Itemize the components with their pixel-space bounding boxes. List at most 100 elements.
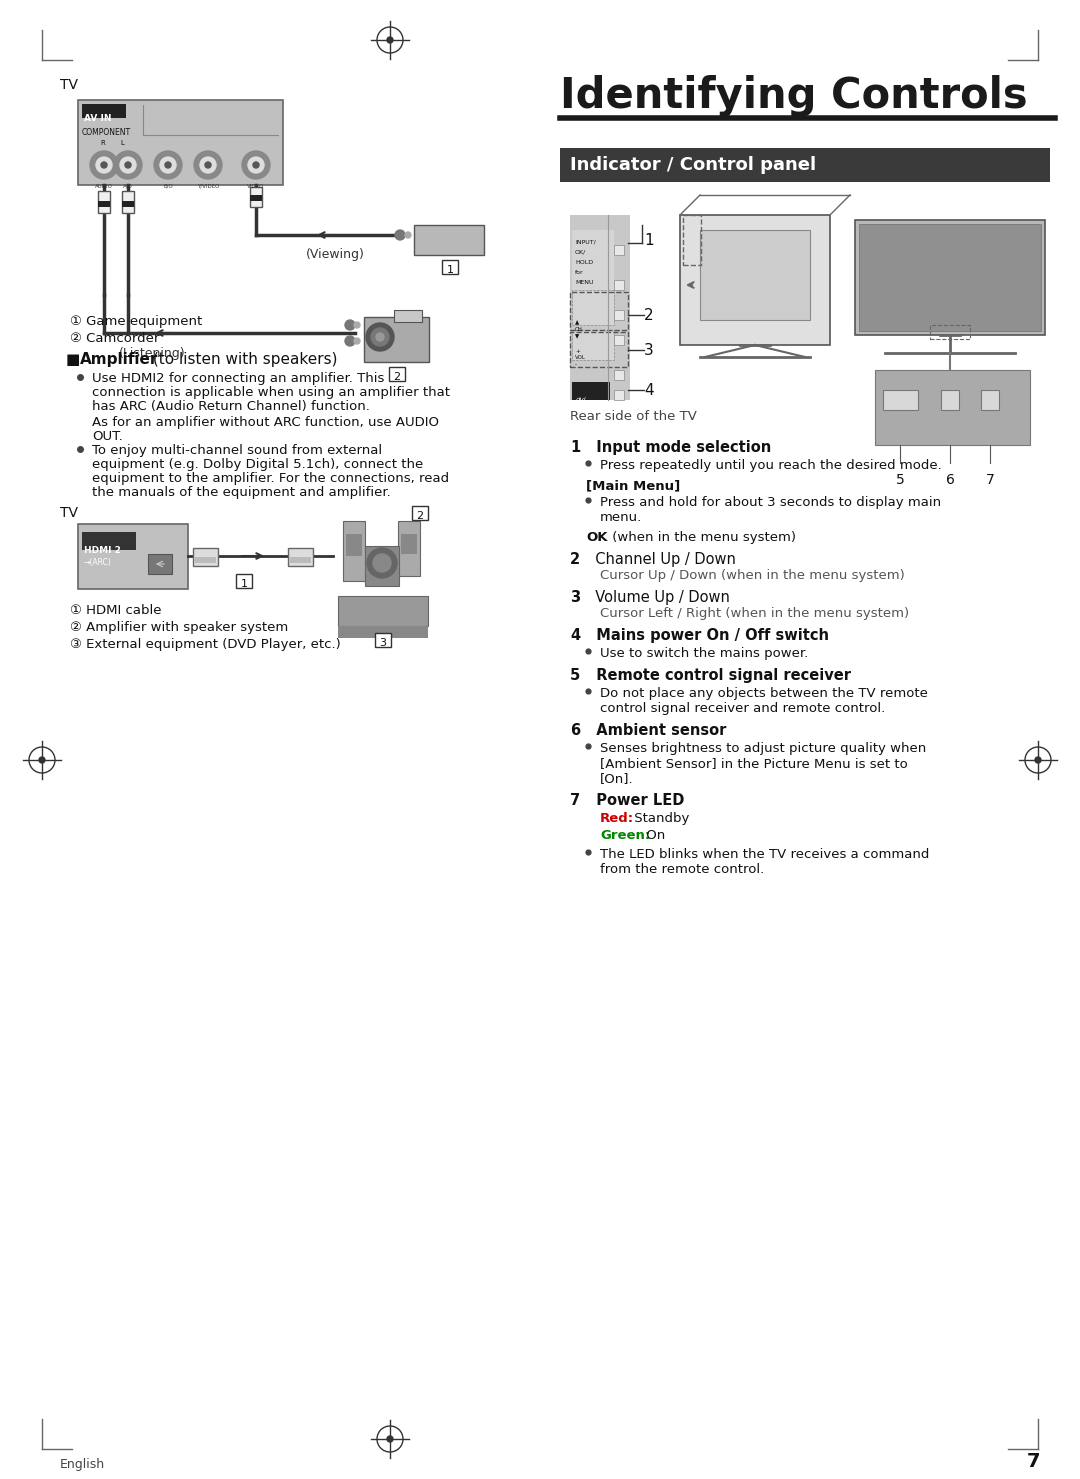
Bar xyxy=(343,521,365,581)
Text: INPUT/: INPUT/ xyxy=(575,240,596,246)
Bar xyxy=(930,325,970,339)
Text: Do not place any objects between the TV remote: Do not place any objects between the TV … xyxy=(600,688,928,700)
Circle shape xyxy=(194,151,222,179)
Bar xyxy=(981,390,999,410)
Text: A/O: A/O xyxy=(123,183,133,189)
Bar xyxy=(122,201,134,207)
Bar xyxy=(615,280,624,290)
Bar xyxy=(98,201,110,207)
Text: +: + xyxy=(575,349,580,353)
Text: 6: 6 xyxy=(570,723,580,738)
Bar xyxy=(338,596,428,626)
Text: Green:: Green: xyxy=(600,830,650,842)
Bar xyxy=(615,336,624,345)
Bar xyxy=(98,191,110,213)
Text: 4: 4 xyxy=(570,629,580,643)
Text: CH: CH xyxy=(575,327,583,331)
Bar xyxy=(195,558,216,563)
Bar xyxy=(291,558,311,563)
Text: TV: TV xyxy=(60,78,78,92)
Circle shape xyxy=(367,549,397,578)
Text: the manuals of the equipment and amplifier.: the manuals of the equipment and amplifi… xyxy=(92,487,391,498)
Text: To enjoy multi-channel sound from external: To enjoy multi-channel sound from extern… xyxy=(92,444,382,457)
Text: equipment to the amplifier. For the connections, read: equipment to the amplifier. For the conn… xyxy=(92,472,449,485)
Text: HOLD: HOLD xyxy=(575,260,593,265)
Bar xyxy=(615,390,624,399)
Bar xyxy=(615,311,624,319)
Text: for: for xyxy=(575,271,583,275)
Circle shape xyxy=(373,555,391,572)
Bar xyxy=(855,220,1045,336)
Bar xyxy=(346,534,362,556)
Bar xyxy=(442,260,458,274)
Bar xyxy=(941,390,959,410)
Text: English: English xyxy=(60,1458,105,1472)
Text: On: On xyxy=(642,830,665,842)
Text: ▼: ▼ xyxy=(575,334,579,339)
Circle shape xyxy=(165,163,171,169)
Circle shape xyxy=(366,322,394,351)
Text: 1: 1 xyxy=(570,439,580,456)
Text: VOL: VOL xyxy=(575,355,585,359)
Text: Channel Up / Down: Channel Up / Down xyxy=(586,552,735,566)
Bar xyxy=(859,223,1041,331)
Text: Cursor Left / Right (when in the menu system): Cursor Left / Right (when in the menu sy… xyxy=(600,606,909,620)
Text: Standby: Standby xyxy=(630,812,689,825)
Text: ▲: ▲ xyxy=(575,319,579,325)
Circle shape xyxy=(387,1436,393,1442)
Circle shape xyxy=(160,157,176,173)
Text: AUDIO: AUDIO xyxy=(95,183,113,189)
Text: menu.: menu. xyxy=(600,512,643,524)
Text: →(ARC): →(ARC) xyxy=(84,558,112,566)
Text: Mains power On / Off switch: Mains power On / Off switch xyxy=(586,629,829,643)
Circle shape xyxy=(405,232,411,238)
Text: B/O: B/O xyxy=(163,183,173,189)
Text: [Main Menu]: [Main Menu] xyxy=(586,479,680,493)
Text: TV: TV xyxy=(60,506,78,521)
Bar xyxy=(394,311,422,322)
Circle shape xyxy=(1035,757,1041,763)
Text: Use to switch the mains power.: Use to switch the mains power. xyxy=(600,646,808,660)
Text: OK/: OK/ xyxy=(575,250,586,254)
Text: Y/VIDEO: Y/VIDEO xyxy=(197,183,219,189)
Bar xyxy=(237,574,252,589)
Bar xyxy=(364,317,429,362)
Bar xyxy=(570,214,630,399)
Circle shape xyxy=(345,319,355,330)
Bar xyxy=(82,104,126,118)
Text: 7: 7 xyxy=(570,793,580,808)
Text: Use HDMI2 for connecting an amplifier. This: Use HDMI2 for connecting an amplifier. T… xyxy=(92,373,384,385)
Text: Indicator / Control panel: Indicator / Control panel xyxy=(570,155,816,175)
Bar xyxy=(683,214,701,265)
Text: MENU: MENU xyxy=(575,280,594,285)
Bar xyxy=(572,382,610,399)
Text: 5: 5 xyxy=(895,473,904,487)
Text: Amplifier: Amplifier xyxy=(80,352,159,367)
Circle shape xyxy=(372,328,389,346)
Text: 1: 1 xyxy=(446,265,454,275)
Circle shape xyxy=(376,333,384,342)
Text: Ambient sensor: Ambient sensor xyxy=(586,723,727,738)
Text: 3: 3 xyxy=(570,590,580,605)
Text: ■: ■ xyxy=(66,352,80,367)
Text: 7: 7 xyxy=(1026,1452,1040,1472)
Text: The LED blinks when the TV receives a command: The LED blinks when the TV receives a co… xyxy=(600,847,930,861)
Bar xyxy=(411,506,428,521)
Circle shape xyxy=(200,157,216,173)
Circle shape xyxy=(154,151,183,179)
Text: Red:: Red: xyxy=(600,812,634,825)
Text: ① HDMI cable: ① HDMI cable xyxy=(70,603,162,617)
Text: 2: 2 xyxy=(644,308,653,322)
Text: 3: 3 xyxy=(644,343,653,358)
Text: ③ External equipment (DVD Player, etc.): ③ External equipment (DVD Player, etc.) xyxy=(70,637,341,651)
Text: (Listening): (Listening) xyxy=(119,348,186,359)
Circle shape xyxy=(120,157,136,173)
Bar xyxy=(615,370,624,380)
Circle shape xyxy=(39,757,45,763)
Bar xyxy=(338,626,428,637)
Bar xyxy=(700,231,810,319)
Text: Remote control signal receiver: Remote control signal receiver xyxy=(586,669,851,683)
Bar xyxy=(572,290,615,325)
Circle shape xyxy=(102,163,107,169)
Bar xyxy=(82,532,136,550)
